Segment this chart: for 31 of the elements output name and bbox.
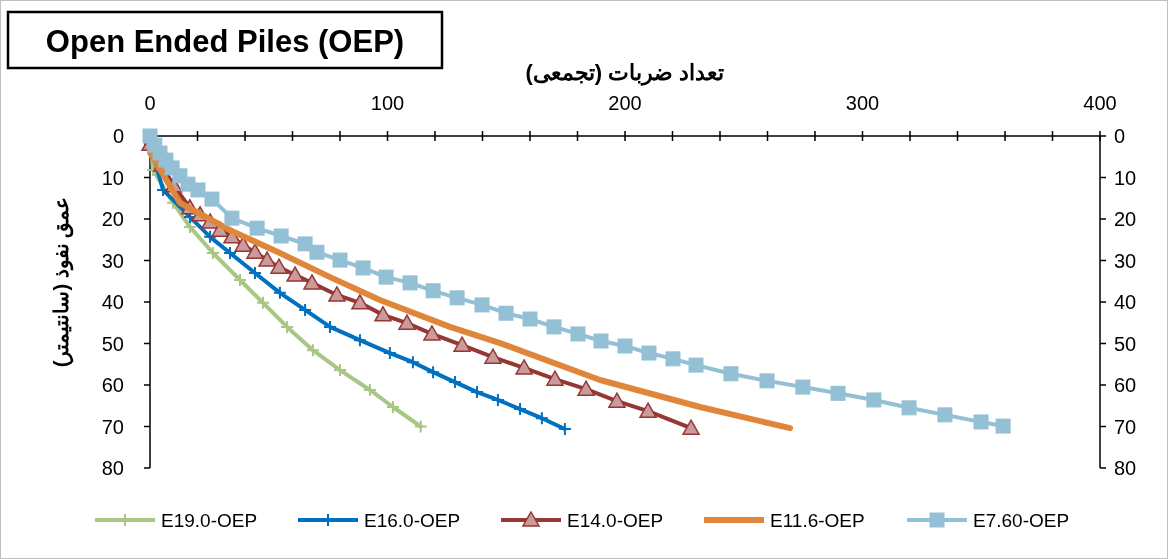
y2-tick-label: 50 [1114, 332, 1137, 355]
y-tick-label: 0 [112, 125, 124, 147]
y2-tick-label: 10 [1114, 166, 1137, 189]
y-tick-label: 50 [101, 332, 124, 355]
y-tick-label: 60 [101, 374, 124, 396]
y-tick-label: 30 [101, 249, 124, 272]
y2-tick-label: 40 [1114, 291, 1137, 313]
y-tick-label: 40 [101, 291, 124, 313]
x-tick-label: 0 [144, 92, 156, 114]
y2-tick-label: 0 [1114, 125, 1126, 147]
y2-tick-label: 70 [1114, 415, 1137, 438]
legend-label: E16.0-OEP [364, 510, 461, 531]
y2-tick-label: 30 [1114, 249, 1137, 272]
chart-title: Open Ended Piles (OEP) [45, 24, 405, 59]
legend-label: E11.6-OEP [770, 510, 865, 531]
x-tick-label: 200 [608, 92, 642, 114]
y2-tick-label: 20 [1114, 208, 1137, 230]
y2-tick-label: 60 [1114, 374, 1137, 396]
y-tick-label: 20 [101, 208, 124, 230]
y-tick-label: 70 [101, 415, 124, 438]
y-tick-label: 80 [101, 457, 124, 479]
x-axis-title: تعداد ضربات (تجمعی) [525, 60, 725, 86]
legend-label: E14.0-OEP [567, 510, 664, 531]
x-tick-label: 400 [1083, 92, 1117, 114]
y-tick-label: 10 [101, 166, 124, 189]
y2-tick-label: 80 [1114, 457, 1137, 479]
legend-label: E19.0-OEP [161, 510, 258, 531]
x-tick-label: 100 [370, 92, 405, 114]
y-axis-title: عمق نفوذ (سانتیمتر) [50, 196, 74, 368]
x-tick-label: 300 [845, 92, 880, 114]
legend-label: E7.60-OEP [973, 510, 1070, 531]
